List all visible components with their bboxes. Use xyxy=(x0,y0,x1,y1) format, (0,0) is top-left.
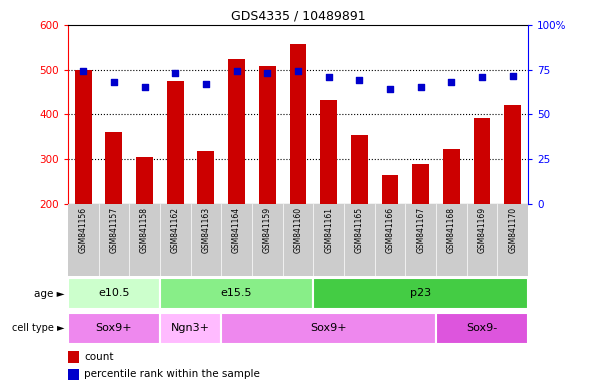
Text: GSM841160: GSM841160 xyxy=(293,207,303,253)
Text: GSM841158: GSM841158 xyxy=(140,207,149,253)
Text: GSM841159: GSM841159 xyxy=(263,207,272,253)
Point xyxy=(385,86,395,92)
Point xyxy=(109,79,119,85)
Bar xyxy=(412,164,429,204)
Point xyxy=(293,68,303,74)
Bar xyxy=(504,105,521,204)
Bar xyxy=(68,351,79,363)
Text: GSM841166: GSM841166 xyxy=(385,207,395,253)
Bar xyxy=(68,278,160,310)
Bar xyxy=(198,151,214,204)
Bar xyxy=(160,313,221,344)
Text: GSM841167: GSM841167 xyxy=(416,207,425,253)
Text: Sox9+: Sox9+ xyxy=(96,323,132,333)
Bar xyxy=(290,44,306,204)
Bar xyxy=(320,99,337,204)
Bar xyxy=(106,132,122,204)
Text: Sox9-: Sox9- xyxy=(467,323,497,333)
Point xyxy=(201,81,211,87)
Bar xyxy=(160,278,313,310)
Bar xyxy=(68,369,79,380)
Point xyxy=(477,74,487,80)
Point xyxy=(416,83,425,89)
Point xyxy=(355,77,364,83)
Bar xyxy=(228,60,245,204)
Bar xyxy=(68,313,160,344)
Bar xyxy=(136,157,153,204)
Point xyxy=(324,74,333,80)
Text: e15.5: e15.5 xyxy=(221,288,253,298)
Point xyxy=(140,84,149,91)
Bar xyxy=(75,70,91,204)
Text: GSM841163: GSM841163 xyxy=(201,207,211,253)
Bar xyxy=(436,313,528,344)
Text: GSM841161: GSM841161 xyxy=(324,207,333,253)
Bar xyxy=(313,278,528,310)
Text: GSM841156: GSM841156 xyxy=(78,207,88,253)
Text: count: count xyxy=(84,352,113,362)
Bar xyxy=(221,313,436,344)
Text: e10.5: e10.5 xyxy=(98,288,130,298)
Point xyxy=(263,70,272,76)
Bar xyxy=(259,66,276,204)
Text: GSM841168: GSM841168 xyxy=(447,207,456,253)
Point xyxy=(447,79,456,85)
Text: GSM841169: GSM841169 xyxy=(477,207,487,253)
Bar xyxy=(351,135,368,204)
Text: cell type ►: cell type ► xyxy=(12,323,65,333)
Point xyxy=(232,68,241,74)
Point xyxy=(78,68,88,74)
Text: percentile rank within the sample: percentile rank within the sample xyxy=(84,369,260,379)
Text: GSM841165: GSM841165 xyxy=(355,207,364,253)
Text: p23: p23 xyxy=(410,288,431,298)
Text: Ngn3+: Ngn3+ xyxy=(171,323,210,333)
Text: GSM841170: GSM841170 xyxy=(508,207,517,253)
Text: GSM841157: GSM841157 xyxy=(109,207,119,253)
Text: GSM841162: GSM841162 xyxy=(171,207,180,253)
Text: age ►: age ► xyxy=(34,289,65,299)
Bar xyxy=(382,175,398,204)
Text: Sox9+: Sox9+ xyxy=(310,323,347,333)
Bar xyxy=(167,81,183,204)
Title: GDS4335 / 10489891: GDS4335 / 10489891 xyxy=(231,9,365,22)
Bar xyxy=(474,118,490,204)
Point xyxy=(171,70,180,76)
Text: GSM841164: GSM841164 xyxy=(232,207,241,253)
Bar xyxy=(443,149,460,204)
Point xyxy=(508,73,517,79)
